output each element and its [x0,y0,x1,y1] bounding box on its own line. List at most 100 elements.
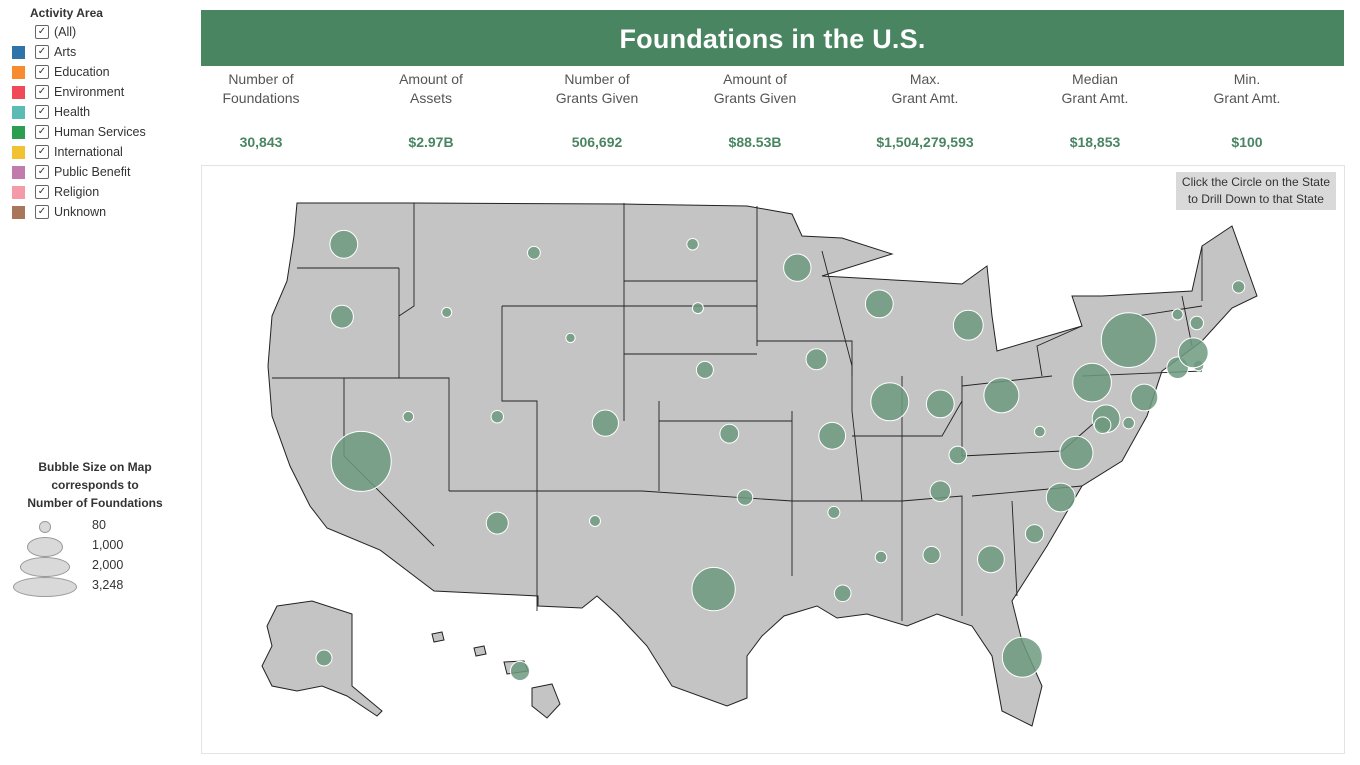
state-bubble-mt[interactable] [527,245,541,260]
contiguous-us-shape [267,202,1258,727]
kpi-median-grant-amount: Median Grant Amt. $18,853 [1010,70,1180,150]
size-legend-label: 3,248 [92,578,124,592]
size-legend-circle [39,521,51,533]
state-bubble-ny[interactable] [1100,312,1157,369]
kpi-number-of-foundations: Number of Foundations 30,843 [176,70,346,150]
state-bubble-fl[interactable] [1001,636,1043,678]
state-bubble-dc[interactable] [1093,416,1112,435]
state-bubble-ok[interactable] [736,489,754,506]
state-bubble-co[interactable] [591,409,619,437]
checkbox-checked[interactable]: ✓ [35,85,49,99]
checkbox-checked[interactable]: ✓ [35,105,49,119]
state-bubble-ma[interactable] [1177,337,1209,369]
state-borders [272,203,1203,621]
checkbox-checked[interactable]: ✓ [35,165,49,179]
state-bubble-pa[interactable] [1072,362,1112,403]
size-legend-circle [19,557,71,577]
color-swatch [12,85,25,99]
kpi-value: $88.53B [728,134,782,150]
filter-item[interactable]: ✓ Education [8,62,188,82]
state-bubble-sd[interactable] [691,302,704,315]
bubble-size-legend: Bubble Size on Map corresponds to Number… [10,458,180,597]
checkbox-checked[interactable]: ✓ [35,65,49,79]
state-bubble-nv[interactable] [402,410,415,423]
color-swatch [12,125,25,139]
filter-item[interactable]: ✓ Religion [8,182,188,202]
state-bubble-ca[interactable] [330,430,392,492]
state-bubble-az[interactable] [485,511,509,535]
checkbox-checked[interactable]: ✓ [35,25,49,39]
kpi-max-grant-amount: Max. Grant Amt. $1,504,279,593 [840,70,1010,150]
state-bubble-nh[interactable] [1189,315,1204,331]
state-bubble-il[interactable] [870,382,910,422]
filter-item[interactable]: ✓ Human Services [8,122,188,142]
filter-item[interactable]: ✓ (All) [8,22,188,42]
state-bubble-ia[interactable] [805,348,828,371]
state-bubble-ky[interactable] [948,445,968,465]
us-foundations-map[interactable]: Click the Circle on the State to Drill D… [201,165,1345,754]
state-bubble-sc[interactable] [1024,524,1045,544]
state-bubble-ne[interactable] [695,360,714,379]
kpi-value: $18,853 [1069,134,1121,150]
state-bubble-tx[interactable] [691,566,736,612]
kpi-min-grant-amount: Min. Grant Amt. $100 [1162,70,1332,150]
state-bubble-nj[interactable] [1130,383,1159,412]
state-bubble-ms[interactable] [874,550,888,564]
kpi-value: $1,504,279,593 [876,134,974,150]
kpi-value: $100 [1231,134,1263,150]
checkbox-checked[interactable]: ✓ [35,125,49,139]
page-title: Foundations in the U.S. [619,24,926,54]
filter-item[interactable]: ✓ Unknown [8,202,188,222]
filter-item-label: International [54,145,123,159]
filter-item[interactable]: ✓ International [8,142,188,162]
state-bubble-or[interactable] [330,304,354,329]
filter-item[interactable]: ✓ Public Benefit [8,162,188,182]
checkbox-checked[interactable]: ✓ [35,45,49,59]
state-bubble-ga[interactable] [977,545,1005,574]
filter-item-label: Public Benefit [54,165,131,179]
filter-item[interactable]: ✓ Health [8,102,188,122]
state-bubble-mi[interactable] [952,309,984,341]
state-bubble-wv[interactable] [1034,425,1046,438]
state-bubble-ar[interactable] [827,505,841,519]
state-bubble-vt[interactable] [1171,308,1184,321]
state-bubble-wy[interactable] [565,332,576,344]
filter-item-label: Human Services [54,125,146,139]
state-bubble-tn[interactable] [929,480,952,503]
state-bubble-nc[interactable] [1045,482,1076,513]
state-bubble-de[interactable] [1122,416,1136,430]
size-legend-label: 2,000 [92,558,124,572]
color-swatch [12,165,25,179]
activity-area-title: Activity Area [30,6,103,20]
color-swatch [12,26,25,39]
state-bubble-nm[interactable] [589,515,601,527]
state-bubble-oh[interactable] [983,377,1020,414]
checkbox-checked[interactable]: ✓ [35,205,49,219]
filter-item-label: Arts [54,45,77,59]
checkbox-checked[interactable]: ✓ [35,185,49,199]
state-bubble-ks[interactable] [719,423,740,444]
filter-item-label: Religion [54,185,100,199]
state-bubble-al[interactable] [922,545,941,565]
state-bubble-wi[interactable] [864,289,894,319]
state-bubble-me[interactable] [1231,280,1246,294]
filter-item-label: Education [54,65,110,79]
checkbox-checked[interactable]: ✓ [35,145,49,159]
kpi-value: 506,692 [571,134,623,150]
filter-item[interactable]: ✓ Environment [8,82,188,102]
state-bubble-la[interactable] [833,584,852,603]
filter-item[interactable]: ✓ Arts [8,42,188,62]
size-legend-circle [26,537,64,557]
state-bubble-mo[interactable] [818,421,847,450]
state-bubble-hi[interactable] [509,660,531,682]
state-bubble-mn[interactable] [783,253,812,282]
state-bubble-va[interactable] [1059,435,1094,470]
us-landmass [261,202,1258,727]
state-bubble-id[interactable] [441,306,453,318]
state-bubble-ak[interactable] [315,649,333,667]
state-bubble-nd[interactable] [686,238,699,251]
size-legend-row: 3,248 [10,576,180,597]
state-bubble-in[interactable] [925,389,955,419]
state-bubble-wa[interactable] [329,229,359,259]
state-bubble-ut[interactable] [490,410,504,424]
